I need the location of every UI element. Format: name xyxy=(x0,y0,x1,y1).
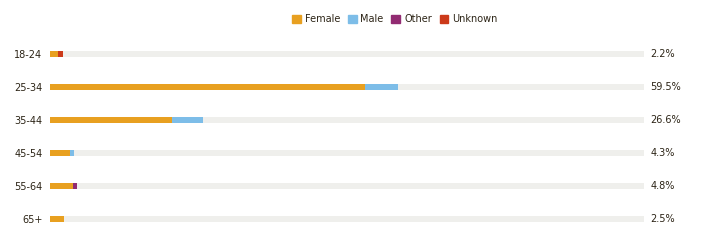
Text: 59.5%: 59.5% xyxy=(650,82,681,92)
Bar xyxy=(172,117,203,123)
Bar xyxy=(73,183,77,189)
Bar xyxy=(50,84,365,90)
Bar xyxy=(50,84,644,90)
Bar xyxy=(58,51,63,57)
Bar xyxy=(50,216,644,222)
Text: 4.8%: 4.8% xyxy=(650,181,674,191)
Bar xyxy=(69,150,74,156)
Bar xyxy=(50,51,58,57)
Bar xyxy=(50,150,69,156)
Bar xyxy=(50,183,73,189)
Bar xyxy=(50,216,64,222)
Text: 26.6%: 26.6% xyxy=(650,115,681,125)
Bar xyxy=(50,51,644,57)
Bar xyxy=(50,150,644,156)
Text: 2.2%: 2.2% xyxy=(650,49,675,59)
Bar xyxy=(50,117,644,123)
Bar xyxy=(50,117,172,123)
Legend: Female, Male, Other, Unknown: Female, Male, Other, Unknown xyxy=(288,11,501,28)
Text: 4.3%: 4.3% xyxy=(650,148,674,158)
Text: 2.5%: 2.5% xyxy=(650,214,675,224)
Bar xyxy=(365,84,398,90)
Bar xyxy=(50,183,644,189)
